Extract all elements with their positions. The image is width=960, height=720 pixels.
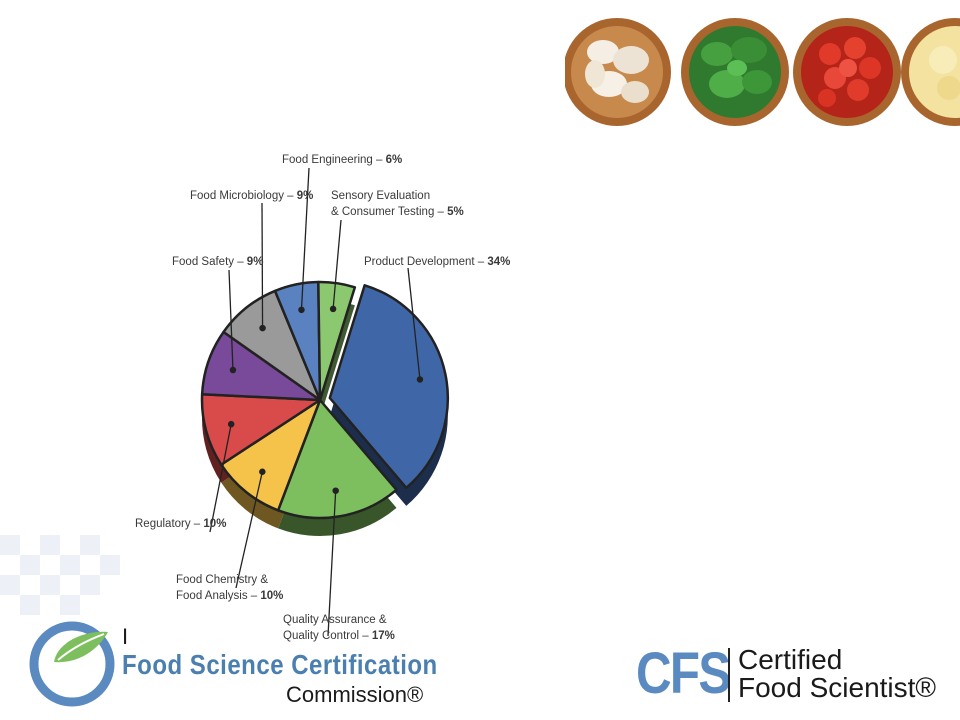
cfs-text: Certified Food Scientist®	[738, 644, 937, 703]
label-product-development: Product Development – 34%	[364, 256, 511, 268]
label-food-safety: Food Safety – 9%	[172, 256, 264, 268]
cfs-divider	[728, 648, 730, 702]
label-sensory-evaluation: Sensory Evaluation & Consumer Testing – …	[331, 190, 464, 218]
garlic-bowl-icon	[565, 18, 671, 126]
pie-slice-food-chemistry	[220, 398, 322, 512]
leader-dot-regulatory	[227, 420, 235, 428]
leader-line-product-development	[407, 267, 421, 380]
leader-line-quality-assurance	[327, 490, 337, 637]
ifsc-name-line1: Food Science Certification	[122, 649, 438, 681]
leader-dot-food-safety	[229, 366, 237, 374]
cfs-mark: CFS	[636, 641, 731, 706]
leader-line-food-engineering	[300, 167, 310, 310]
ifsc-logo: I Food Science Certification Commission®	[28, 612, 448, 712]
leader-line-regulatory	[209, 424, 232, 533]
leader-line-food-microbiology	[261, 202, 264, 329]
cheese-bowl-icon	[901, 18, 960, 126]
leader-dot-food-chemistry	[259, 468, 266, 475]
pie-slice-regulatory	[200, 393, 322, 466]
spinach-bowl-icon	[681, 18, 789, 126]
pie-slice-sensory-evaluation	[317, 280, 357, 402]
leader-line-food-chemistry	[235, 471, 263, 589]
label-quality-assurance: Quality Assurance & Quality Control – 17…	[283, 614, 395, 642]
leader-dot-quality-assurance	[332, 487, 339, 494]
label-regulatory: Regulatory – 10%	[135, 518, 227, 530]
pie-slice-product-development	[328, 284, 450, 490]
leader-dot-food-engineering	[298, 306, 305, 314]
leaf-logo-icon	[29, 621, 115, 707]
food-bowls-banner	[565, 18, 960, 126]
leader-dot-food-microbiology	[259, 324, 266, 332]
leader-dot-sensory-evaluation	[329, 305, 337, 313]
background-pattern	[0, 535, 150, 635]
label-food-chemistry: Food Chemistry & Food Analysis – 10%	[176, 574, 284, 602]
pie-slice-quality-assurance	[276, 398, 398, 520]
leader-line-food-safety	[228, 269, 234, 371]
leader-line-sensory-evaluation	[332, 219, 342, 309]
label-food-engineering: Food Engineering – 6%	[282, 154, 403, 166]
label-food-microbiology: Food Microbiology – 9%	[190, 190, 314, 202]
tomato-bowl-icon	[793, 18, 901, 126]
ifsc-initial: I	[122, 624, 129, 649]
leader-dot-product-development	[416, 376, 424, 383]
ifsc-name-line2: Commission®	[286, 682, 424, 707]
